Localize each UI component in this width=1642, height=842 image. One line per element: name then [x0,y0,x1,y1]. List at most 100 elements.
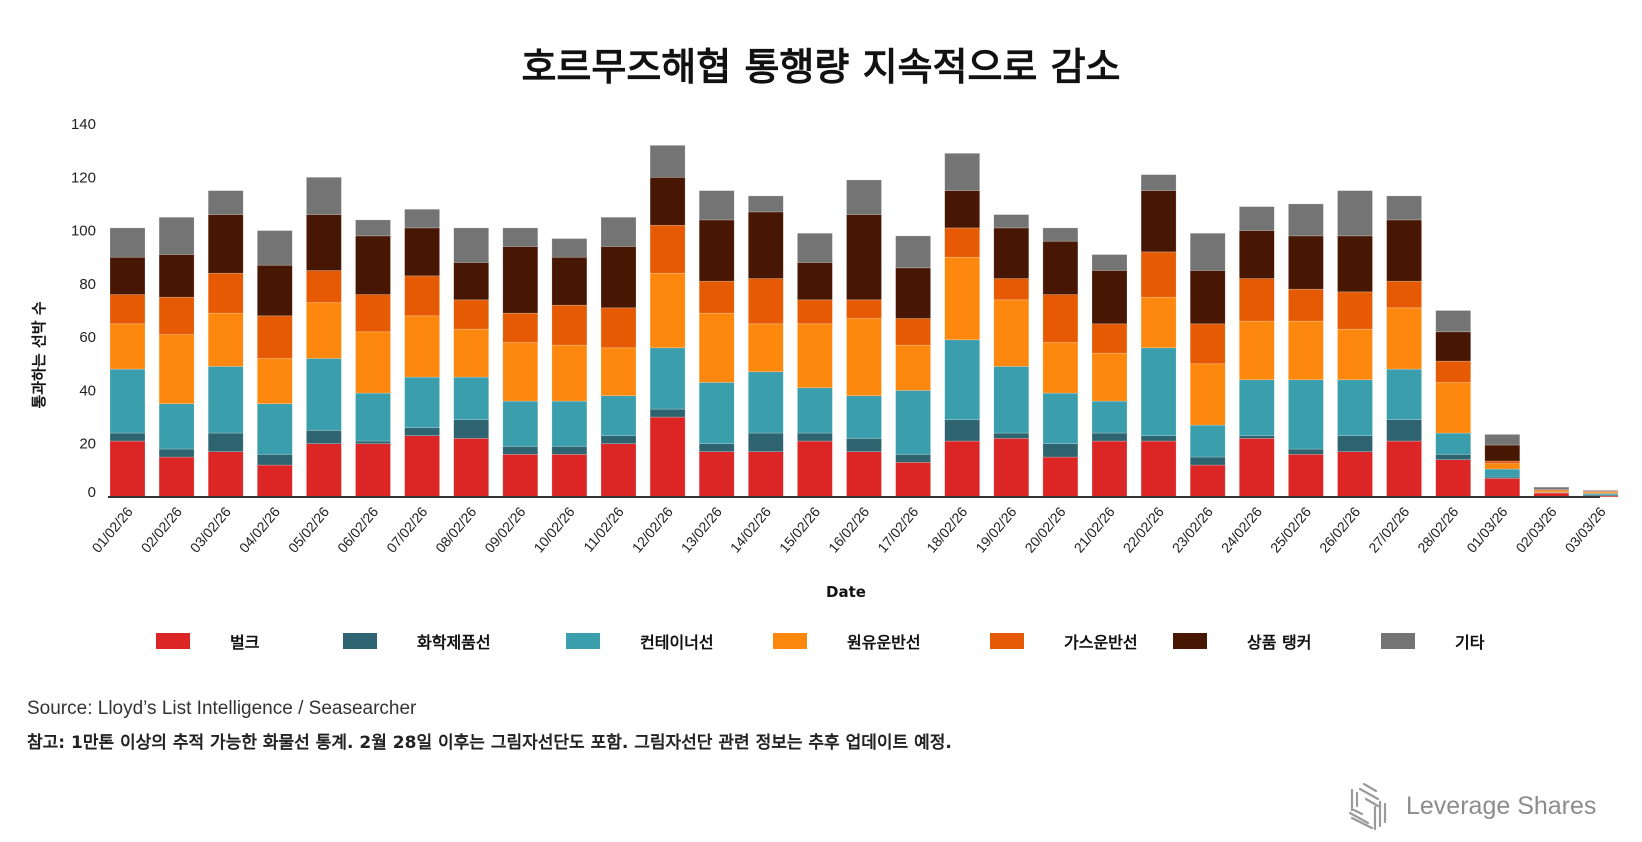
x-tick-label: 11/02/26 [580,503,627,554]
x-tick-label: 01/02/26 [89,503,136,555]
bar-segment-6 [502,227,539,247]
y-tick-label: 80 [79,276,96,293]
bar-segment-3 [797,323,833,389]
bar-segment-4 [256,315,293,359]
bar-segment-5 [404,227,440,277]
bar-segment-3 [1337,328,1373,381]
bar-segment-0 [1189,464,1226,498]
bar-segment-1 [1239,435,1275,439]
bar-segment-3 [158,334,195,405]
bar-segment-5 [747,211,784,279]
bar-segment-5 [993,227,1030,279]
bar-segment-3 [453,328,490,378]
bar-segment-2 [747,371,784,434]
bar-segment-1 [1288,448,1324,455]
bar-segment-1 [355,440,391,445]
legend-label: 상품 탱커 [1247,633,1312,652]
legend-item: 화학제품선 [343,628,491,654]
legend-swatch [1381,633,1415,649]
legend-label: 컨테이너선 [640,633,714,652]
bar-segment-4 [1386,280,1422,309]
x-tick-label: 20/02/26 [1021,503,1068,555]
bar-segment-6 [453,227,490,263]
bar-segment-5 [600,246,637,309]
bar-segment-3 [1484,463,1521,470]
bar-segment-5 [649,176,686,226]
bar-segment-5 [895,267,931,319]
y-tick-label: 100 [71,223,96,240]
bar-segment-0 [1386,440,1422,498]
bar-segment-6 [404,208,440,229]
bar-segment-1 [551,446,588,455]
y-tick-label: 20 [79,436,96,453]
bar-stack [158,216,195,498]
bars [109,145,1619,498]
legend-item: 기타 [1381,628,1484,654]
bar-stack [698,190,735,498]
y-tick-label: 0 [88,484,96,501]
bar-segment-6 [1091,254,1128,271]
bar-segment-0 [404,435,440,498]
bar-segment-3 [207,312,244,367]
bar-segment-6 [895,235,931,269]
bar-segment-0 [600,443,637,498]
y-axis-ticks: 0 20 40 60 80 100 120 140 [71,116,96,501]
legend-swatch [773,633,807,649]
bar-segment-1 [698,443,735,453]
bar-segment-5 [109,256,146,295]
bar-segment-0 [306,443,342,498]
bar-stack [1288,203,1324,498]
bar-segment-2 [404,376,440,429]
bar-segment-3 [1189,363,1226,426]
bar-segment-3 [895,344,931,391]
bar-segment-3 [1140,296,1177,349]
bar-segment-6 [698,190,735,221]
bar-segment-4 [551,304,588,346]
bar-segment-1 [747,432,784,453]
bar-stack [109,227,146,498]
bar-segment-5 [1386,219,1422,282]
bar-segment-4 [846,299,882,319]
bar-segment-3 [649,272,686,349]
bar-segment-5 [846,214,882,301]
bar-segment-3 [306,302,342,359]
bar-segment-6 [256,230,293,266]
legend: 벌크 화학제품선 컨테이너선 원유운반선 가스운반선 상품 탱커 기타 [0,628,1642,658]
bar-segment-1 [453,419,490,439]
bar-stack [600,216,637,498]
bar-segment-2 [502,400,539,447]
bar-segment-3 [846,318,882,397]
bar-segment-2 [256,403,293,455]
bar-segment-0 [207,451,244,498]
bar-segment-2 [453,376,490,421]
legend-swatch [990,633,1024,649]
bar-segment-0 [1239,438,1275,498]
bar-segment-3 [993,299,1030,367]
bar-segment-0 [551,454,588,498]
bar-segment-4 [1435,360,1471,383]
x-tick-label: 28/02/26 [1414,503,1461,555]
source-text: Source: Lloyd’s List Intelligence / Seas… [27,698,417,719]
bar-segment-3 [355,331,391,394]
legend-item: 원유운반선 [773,628,921,654]
legend-label: 벌크 [230,633,260,652]
bar-segment-4 [1337,291,1373,330]
x-tick-label: 14/02/26 [727,503,774,555]
stacked-bar-chart: 0 20 40 60 80 100 120 140 01/02/26 02/02/26 03/02… [30,116,1619,601]
leverage-shares-logo-icon [1348,782,1387,831]
bar-segment-2 [207,366,244,434]
bar-segment-1 [649,408,686,418]
bar-stack [1337,190,1373,498]
bar-segment-3 [600,347,637,397]
bar-segment-2 [355,392,391,442]
bar-segment-0 [1091,440,1128,498]
bar-segment-1 [895,454,931,463]
bar-segment-2 [551,400,588,447]
bar-stack [944,153,981,498]
bar-segment-5 [1337,235,1373,293]
bar-segment-3 [109,323,146,370]
bar-segment-3 [698,312,735,383]
bar-segment-5 [1091,270,1128,325]
bar-segment-5 [502,246,539,314]
bar-segment-5 [256,264,293,317]
